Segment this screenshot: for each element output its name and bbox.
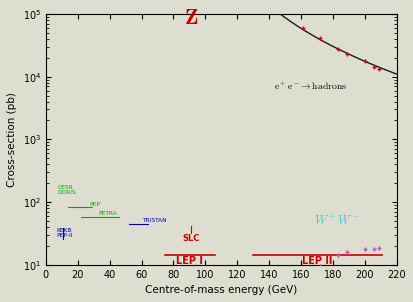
X-axis label: Centre-of-mass energy (GeV): Centre-of-mass energy (GeV) xyxy=(145,285,297,295)
Text: CESR
DORIS: CESR DORIS xyxy=(58,185,76,195)
Text: $\mathrm{e^+e^-\!\rightarrow hadrons}$: $\mathrm{e^+e^-\!\rightarrow hadrons}$ xyxy=(274,80,347,92)
Text: KEKB
PEP-II: KEKB PEP-II xyxy=(56,228,73,238)
Y-axis label: Cross-section (pb): Cross-section (pb) xyxy=(7,92,17,187)
Text: $\mathbf{Z}$: $\mathbf{Z}$ xyxy=(184,8,198,28)
Text: SLC: SLC xyxy=(183,234,200,243)
Text: PETRA: PETRA xyxy=(98,211,117,216)
Text: PEP: PEP xyxy=(89,202,100,207)
Text: TRISTAN: TRISTAN xyxy=(142,218,166,223)
Text: LEP I: LEP I xyxy=(176,256,203,266)
Text: LEP II: LEP II xyxy=(302,256,332,266)
Text: $W^+W^-$: $W^+W^-$ xyxy=(314,214,361,228)
